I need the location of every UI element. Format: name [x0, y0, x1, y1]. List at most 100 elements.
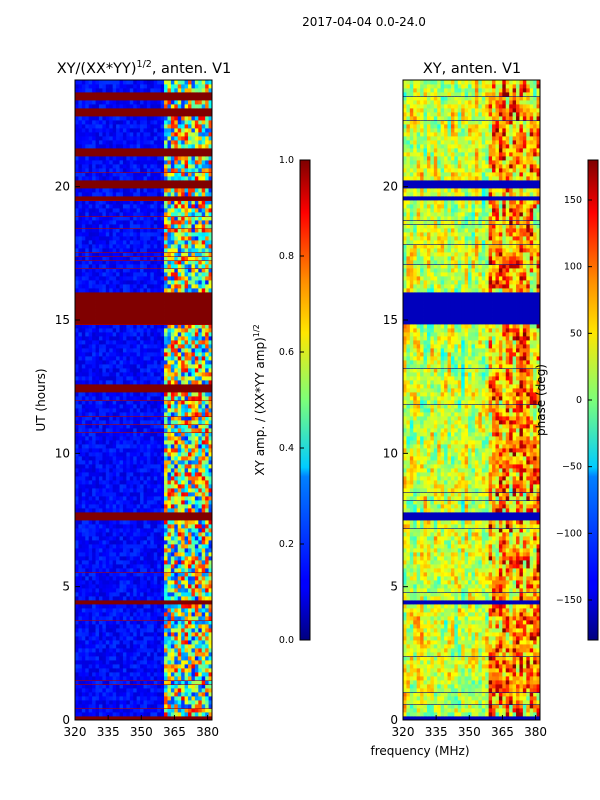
heat-cell: [194, 508, 199, 513]
heat-cell: [109, 236, 114, 241]
heat-cell: [201, 684, 206, 689]
heat-cell: [170, 364, 175, 369]
heat-cell: [116, 548, 120, 553]
heat-cell: [75, 352, 79, 357]
heat-cell: [88, 644, 93, 649]
heat-cell: [109, 492, 114, 497]
heat-cell: [81, 620, 86, 625]
heat-cell: [88, 288, 93, 293]
heat-cell: [201, 448, 206, 453]
heat-cell: [78, 536, 83, 541]
heat-cell: [201, 560, 206, 565]
heat-cell: [95, 508, 100, 513]
heat-cell: [201, 300, 206, 305]
heat-cell: [150, 544, 155, 549]
heat-cell: [153, 696, 158, 701]
heat-cell: [102, 472, 107, 477]
heat-cell: [150, 512, 155, 517]
heat-cell: [88, 260, 93, 265]
heat-cell: [133, 532, 138, 537]
heat-cell: [174, 472, 179, 477]
heat-cell: [198, 444, 203, 449]
heat-cell: [102, 272, 107, 277]
heat-cell: [164, 300, 168, 305]
heat-cell: [181, 396, 185, 401]
heat-cell: [88, 276, 93, 281]
heat-cell: [105, 440, 110, 445]
heat-cell: [191, 716, 196, 721]
heat-cell: [116, 576, 120, 581]
heat-cell: [126, 628, 131, 633]
heat-cell: [136, 688, 141, 693]
heat-cell: [201, 700, 206, 705]
heat-cell: [98, 608, 103, 613]
heat-cell: [208, 488, 213, 493]
heat-cell: [133, 580, 138, 585]
heat-cell: [177, 536, 182, 541]
heat-cell: [122, 272, 127, 277]
heat-cell: [164, 440, 168, 445]
heat-cell: [153, 260, 158, 265]
heat-cell: [177, 276, 182, 281]
heat-cell: [81, 300, 86, 305]
heat-cell: [177, 332, 182, 337]
heat-cell: [112, 484, 117, 489]
heat-cell: [170, 428, 175, 433]
heat-cell: [188, 672, 192, 677]
heat-cell: [95, 296, 100, 301]
heat-cell: [75, 492, 79, 497]
heat-cell: [164, 432, 168, 437]
heat-cell: [174, 696, 179, 701]
heat-cell: [177, 304, 182, 309]
heat-cell: [85, 688, 90, 693]
heat-cell: [201, 376, 206, 381]
heat-cell: [153, 344, 158, 349]
heat-cell: [109, 672, 114, 677]
heat-cell: [146, 460, 151, 465]
heat-cell: [170, 228, 175, 233]
heat-cell: [170, 284, 175, 289]
heat-cell: [160, 504, 165, 509]
heat-cell: [129, 276, 134, 281]
heat-cell: [184, 548, 189, 553]
heat-cell: [157, 312, 162, 317]
heat-cell: [95, 512, 100, 517]
heat-cell: [194, 676, 199, 681]
heat-cell: [85, 368, 90, 373]
heat-cell: [167, 684, 172, 689]
heat-cell: [126, 616, 131, 621]
heat-cell: [208, 464, 213, 469]
heat-cell: [164, 260, 168, 265]
heat-cell: [85, 392, 90, 397]
heat-cell: [157, 228, 162, 233]
heat-cell: [92, 532, 96, 537]
heat-cell: [143, 556, 148, 561]
heat-cell: [88, 608, 93, 613]
heat-cell: [167, 308, 172, 313]
heat-cell: [150, 548, 155, 553]
heat-cell: [85, 480, 90, 485]
heat-cell: [88, 516, 93, 521]
heat-cell: [208, 620, 213, 625]
heat-cell: [208, 580, 213, 585]
heat-cell: [119, 464, 124, 469]
heat-cell: [102, 484, 107, 489]
heat-cell: [174, 460, 179, 465]
heat-cell: [205, 392, 209, 397]
heat-cell: [153, 360, 158, 365]
heat-cell: [140, 244, 144, 249]
heat-cell: [181, 692, 185, 697]
heat-cell: [164, 460, 168, 465]
heat-cell: [153, 272, 158, 277]
heat-cell: [205, 548, 209, 553]
heat-cell: [85, 616, 90, 621]
heat-cell: [119, 652, 124, 657]
heat-cell: [160, 412, 165, 417]
heat-cell: [88, 700, 93, 705]
heat-cell: [191, 236, 196, 241]
heat-cell: [205, 264, 209, 269]
heat-cell: [174, 384, 179, 389]
heat-cell: [164, 428, 168, 433]
heat-cell: [92, 676, 96, 681]
heat-cell: [88, 696, 93, 701]
